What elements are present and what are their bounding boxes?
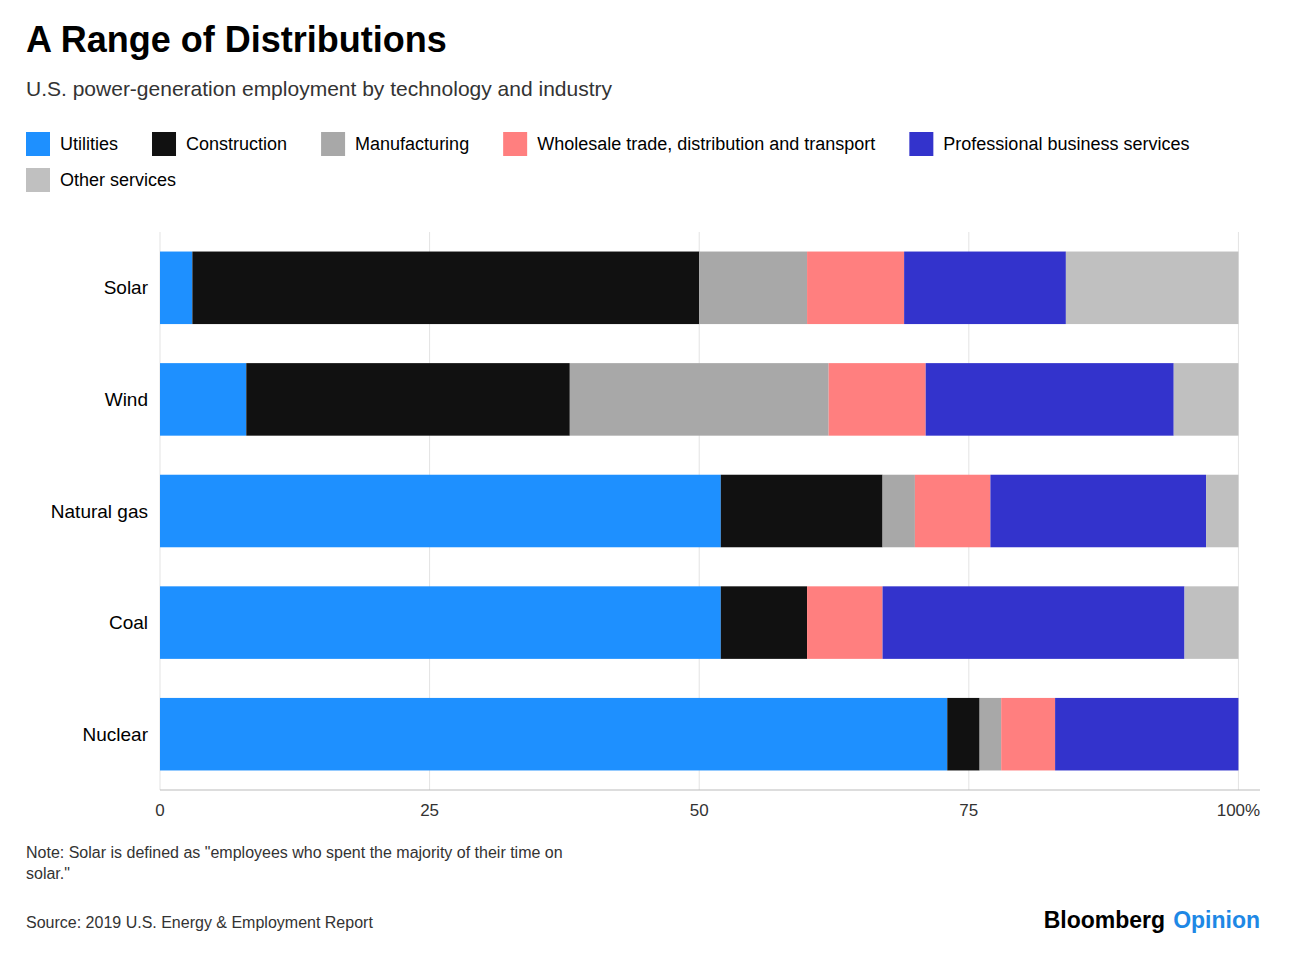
y-axis: Solar Wind Natural gas Coal Nuclear — [51, 277, 149, 744]
bar-segment — [160, 475, 721, 548]
bar-segment — [807, 586, 882, 659]
bar-segment — [246, 363, 570, 436]
bar-segment — [980, 698, 1002, 771]
bar-segment — [160, 252, 192, 325]
legend-item: Construction — [152, 132, 287, 156]
legend-item: Professional business services — [909, 132, 1189, 156]
bar-segment — [1174, 363, 1239, 436]
legend-swatch — [321, 132, 345, 156]
tick-label: 0 — [155, 801, 164, 820]
annotation: Bloomberg — [1044, 907, 1165, 933]
bar-segment — [1001, 698, 1055, 771]
tick-label: 100% — [1217, 801, 1260, 820]
tick-label: 75 — [959, 801, 978, 820]
category-label: Coal — [109, 612, 148, 633]
bar-segment — [721, 586, 807, 659]
legend-swatch — [26, 168, 50, 192]
bar-segment — [1185, 586, 1239, 659]
x-axis: 0 25 50 75 100% — [155, 801, 1260, 820]
bar-segment — [883, 586, 1185, 659]
legend-label: Construction — [186, 134, 287, 154]
bar-segment — [915, 475, 990, 548]
bar-segment — [807, 252, 904, 325]
legend-label: Professional business services — [943, 134, 1189, 154]
legend: Utilities Construction Manufacturing Wholes… — [26, 132, 1189, 192]
bar-segment — [192, 252, 699, 325]
bars — [160, 252, 1238, 771]
subtitle: U.S. power-generation employment by tech… — [26, 77, 612, 100]
background — [0, 0, 1296, 974]
grid — [160, 232, 1238, 790]
legend-label: Utilities — [60, 134, 118, 154]
bar-segment — [990, 475, 1206, 548]
legend-swatch — [909, 132, 933, 156]
title: A Range of Distributions — [26, 19, 447, 60]
bar-segment — [160, 586, 721, 659]
bar-segment — [883, 475, 915, 548]
legend-swatch — [503, 132, 527, 156]
legend-swatch — [26, 132, 50, 156]
source: Source: 2019 U.S. Energy & Employment Re… — [26, 914, 373, 931]
bar-segment — [160, 363, 246, 436]
bar-segment — [1206, 475, 1238, 548]
x-axis-line — [160, 790, 1260, 791]
bar-segment — [926, 363, 1174, 436]
branding: Bloomberg Opinion — [1044, 907, 1260, 933]
legend-item: Utilities — [26, 132, 118, 156]
category-label: Natural gas — [51, 501, 148, 522]
annotation: Opinion — [1173, 907, 1260, 933]
chart: A Range of Distributions U.S. power-gener… — [0, 0, 1296, 974]
bar-segment — [1238, 698, 1239, 771]
legend-label: Other services — [60, 170, 176, 190]
category-label: Solar — [104, 277, 149, 298]
legend-item: Other services — [26, 168, 176, 192]
bar-segment — [947, 698, 979, 771]
legend-item: Manufacturing — [321, 132, 469, 156]
legend-item: Wholesale trade, distribution and transp… — [503, 132, 875, 156]
bar-segment — [1066, 252, 1239, 325]
bar-segment — [160, 698, 947, 771]
category-label: Nuclear — [83, 724, 149, 745]
bar-segment — [570, 363, 829, 436]
bar-segment — [829, 363, 926, 436]
tick-label: 50 — [690, 801, 709, 820]
legend-label: Manufacturing — [355, 134, 469, 154]
category-label: Wind — [105, 389, 148, 410]
note-line: solar." — [26, 865, 70, 882]
note-line: Note: Solar is defined as "employees who… — [26, 844, 563, 861]
bar-segment — [904, 252, 1066, 325]
bar-segment — [699, 252, 807, 325]
tick-label: 25 — [420, 801, 439, 820]
legend-label: Wholesale trade, distribution and transp… — [537, 134, 875, 154]
legend-swatch — [152, 132, 176, 156]
note: Note: Solar is defined as "employees who… — [26, 844, 563, 882]
bar-segment — [1055, 698, 1238, 771]
bar-segment — [721, 475, 883, 548]
